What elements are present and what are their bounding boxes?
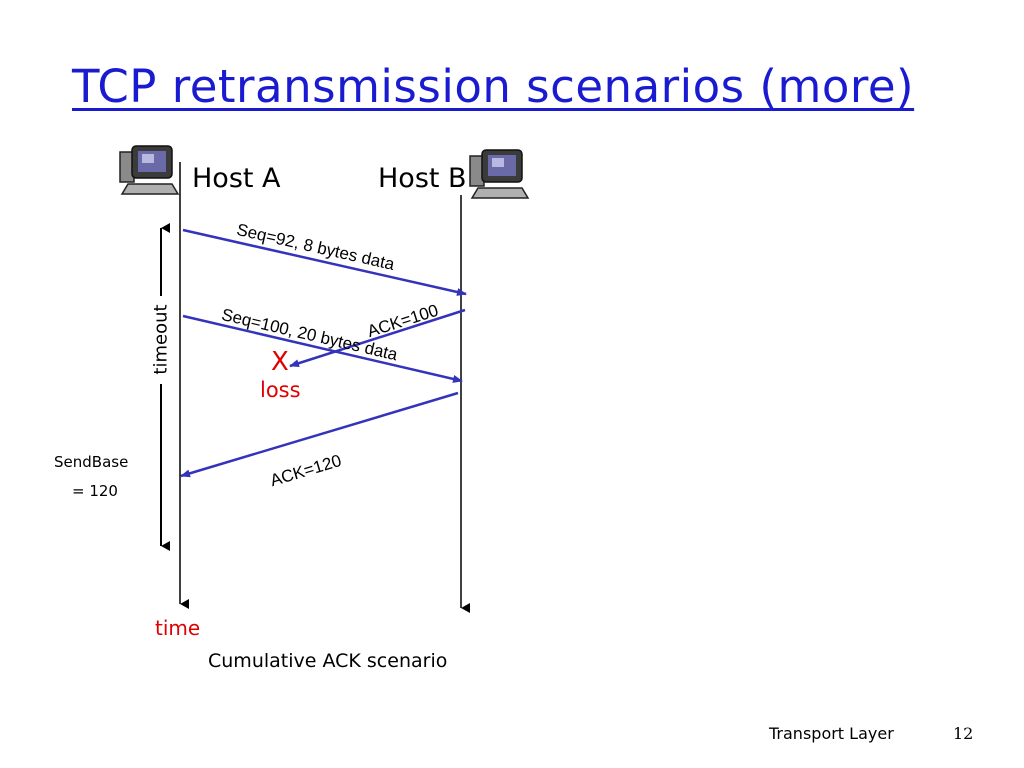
loss-label: loss	[260, 378, 301, 402]
sendbase-value: = 120	[72, 482, 118, 500]
loss-marker-icon: X	[271, 347, 289, 377]
footer-section-title: Transport Layer	[769, 724, 894, 743]
message-arrow-ack100	[289, 308, 466, 368]
host-a-label: Host A	[192, 163, 281, 194]
host-b-computer-icon	[469, 149, 530, 199]
diagram-caption: Cumulative ACK scenario	[208, 650, 448, 672]
message-arrow-seq92	[182, 228, 467, 296]
host-a-computer-icon	[119, 145, 180, 195]
timeout-label: timeout	[150, 304, 172, 375]
message-arrow-seq100	[182, 314, 463, 383]
slide-title: TCP retransmission scenarios (more)	[72, 60, 915, 113]
page-number: 12	[953, 724, 974, 743]
time-axis-label: time	[155, 616, 201, 640]
message-arrow-ack120	[180, 391, 459, 478]
sendbase-label: SendBase	[54, 453, 129, 471]
host-b-label: Host B	[378, 163, 467, 194]
